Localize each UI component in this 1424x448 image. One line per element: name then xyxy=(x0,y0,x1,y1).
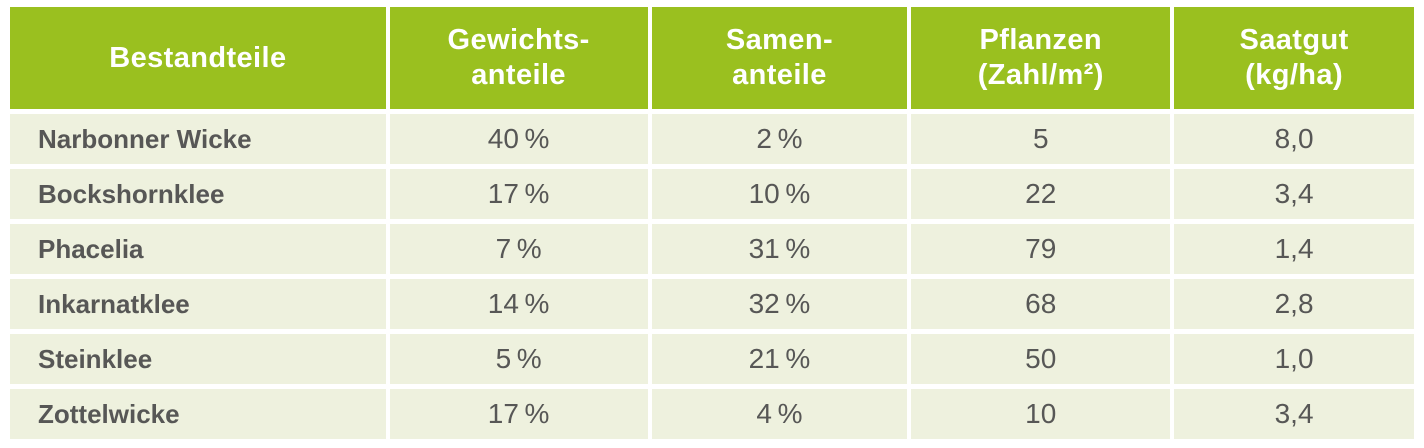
column-header-samenanteile: Samen- anteile xyxy=(651,7,908,109)
cell-inkarnatklee-gewichtsanteile: 14 % xyxy=(389,279,648,329)
header-line: Gewichts- xyxy=(447,24,590,57)
cell-phacelia-gewichtsanteile: 7 % xyxy=(389,224,648,274)
column-header-bestandteile: Bestandteile xyxy=(10,7,386,109)
cell-inkarnatklee-pflanzen: 68 xyxy=(911,279,1171,329)
header-line: Pflanzen xyxy=(979,24,1102,57)
row-label-narbonner-wicke: Narbonner Wicke xyxy=(10,114,386,164)
row-label-inkarnatklee: Inkarnatklee xyxy=(10,279,386,329)
cell-inkarnatklee-samenanteile: 32 % xyxy=(651,279,908,329)
cell-phacelia-saatgut: 1,4 xyxy=(1174,224,1414,274)
header-line: (kg/ha) xyxy=(1245,59,1343,91)
cell-steinklee-pflanzen: 50 xyxy=(911,334,1171,384)
cell-narbonner-wicke-samenanteile: 2 % xyxy=(651,114,908,164)
header-line: Saatgut xyxy=(1239,24,1349,57)
cell-steinklee-samenanteile: 21 % xyxy=(651,334,908,384)
cell-narbonner-wicke-gewichtsanteile: 40 % xyxy=(389,114,648,164)
cell-zottelwicke-samenanteile: 4 % xyxy=(651,389,908,439)
cell-narbonner-wicke-saatgut: 8,0 xyxy=(1174,114,1414,164)
cell-bockshornklee-pflanzen: 22 xyxy=(911,169,1171,219)
header-line: Samen- xyxy=(725,24,834,57)
header-line: (Zahl/m²) xyxy=(977,59,1104,91)
header-line: anteile xyxy=(732,59,827,91)
cell-zottelwicke-pflanzen: 10 xyxy=(911,389,1171,439)
column-header-gewichtsanteile: Gewichts- anteile xyxy=(389,7,648,109)
cell-phacelia-samenanteile: 31 % xyxy=(651,224,908,274)
cell-bockshornklee-gewichtsanteile: 17 % xyxy=(389,169,648,219)
cell-bockshornklee-samenanteile: 10 % xyxy=(651,169,908,219)
cell-phacelia-pflanzen: 79 xyxy=(911,224,1171,274)
cell-narbonner-wicke-pflanzen: 5 xyxy=(911,114,1171,164)
cell-inkarnatklee-saatgut: 2,8 xyxy=(1174,279,1414,329)
cell-steinklee-gewichtsanteile: 5 % xyxy=(389,334,648,384)
cell-bockshornklee-saatgut: 3,4 xyxy=(1174,169,1414,219)
row-label-zottelwicke: Zottelwicke xyxy=(10,389,386,439)
column-header-pflanzen: Pflanzen (Zahl/m²) xyxy=(911,7,1171,109)
row-label-bockshornklee: Bockshornklee xyxy=(10,169,386,219)
row-label-steinklee: Steinklee xyxy=(10,334,386,384)
cell-zottelwicke-gewichtsanteile: 17 % xyxy=(389,389,648,439)
header-line: anteile xyxy=(471,59,566,91)
row-label-phacelia: Phacelia xyxy=(10,224,386,274)
column-header-saatgut: Saatgut (kg/ha) xyxy=(1174,7,1414,109)
header-line: Bestandteile xyxy=(109,41,287,74)
cell-zottelwicke-saatgut: 3,4 xyxy=(1174,389,1414,439)
cell-steinklee-saatgut: 1,0 xyxy=(1174,334,1414,384)
